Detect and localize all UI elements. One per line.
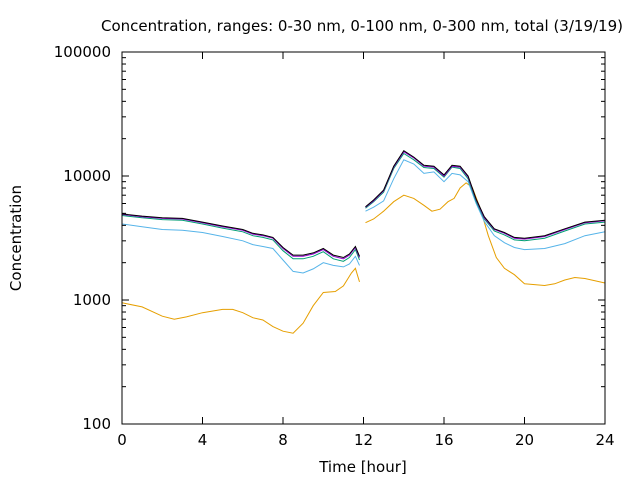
y-tick-label-3: 100000: [54, 43, 111, 61]
series-0-line-0: [121, 267, 360, 334]
x-axis-label: Time [hour]: [318, 458, 407, 476]
chart-title: Concentration, ranges: 0-30 nm, 0-100 nm…: [101, 17, 623, 35]
series-2: [121, 152, 606, 262]
series-2-line-1: [365, 152, 606, 242]
x-tick-label-4: 16: [434, 431, 453, 449]
y-tick-label-1: 1000: [73, 291, 111, 309]
series-layer: [121, 150, 606, 334]
y-tick-label-0: 100: [82, 415, 111, 433]
series-4: [121, 150, 606, 259]
x-tick-label-6: 24: [595, 431, 614, 449]
series-4-line-0: [121, 213, 360, 259]
x-tick-label-1: 4: [198, 431, 208, 449]
series-0-line-1: [365, 182, 606, 287]
series-3: [121, 151, 606, 260]
series-3-line-1: [365, 151, 606, 240]
x-tick-label-0: 0: [117, 431, 127, 449]
ticks-layer: 0 4 8 12 16 20 24 100 1000 10000 100000: [54, 43, 615, 449]
series-1: [121, 159, 606, 274]
x-tick-label-5: 20: [515, 431, 534, 449]
series-1-line-1: [365, 159, 606, 251]
series-2-line-0: [121, 215, 360, 262]
y-axis-label: Concentration: [7, 185, 25, 291]
y-tick-label-2: 10000: [63, 167, 111, 185]
x-tick-label-3: 12: [354, 431, 373, 449]
x-tick-label-2: 8: [278, 431, 288, 449]
series-3-line-0: [121, 213, 360, 260]
series-4-line-1: [365, 150, 606, 239]
series-1-line-0: [121, 223, 360, 274]
series-0: [121, 182, 606, 334]
